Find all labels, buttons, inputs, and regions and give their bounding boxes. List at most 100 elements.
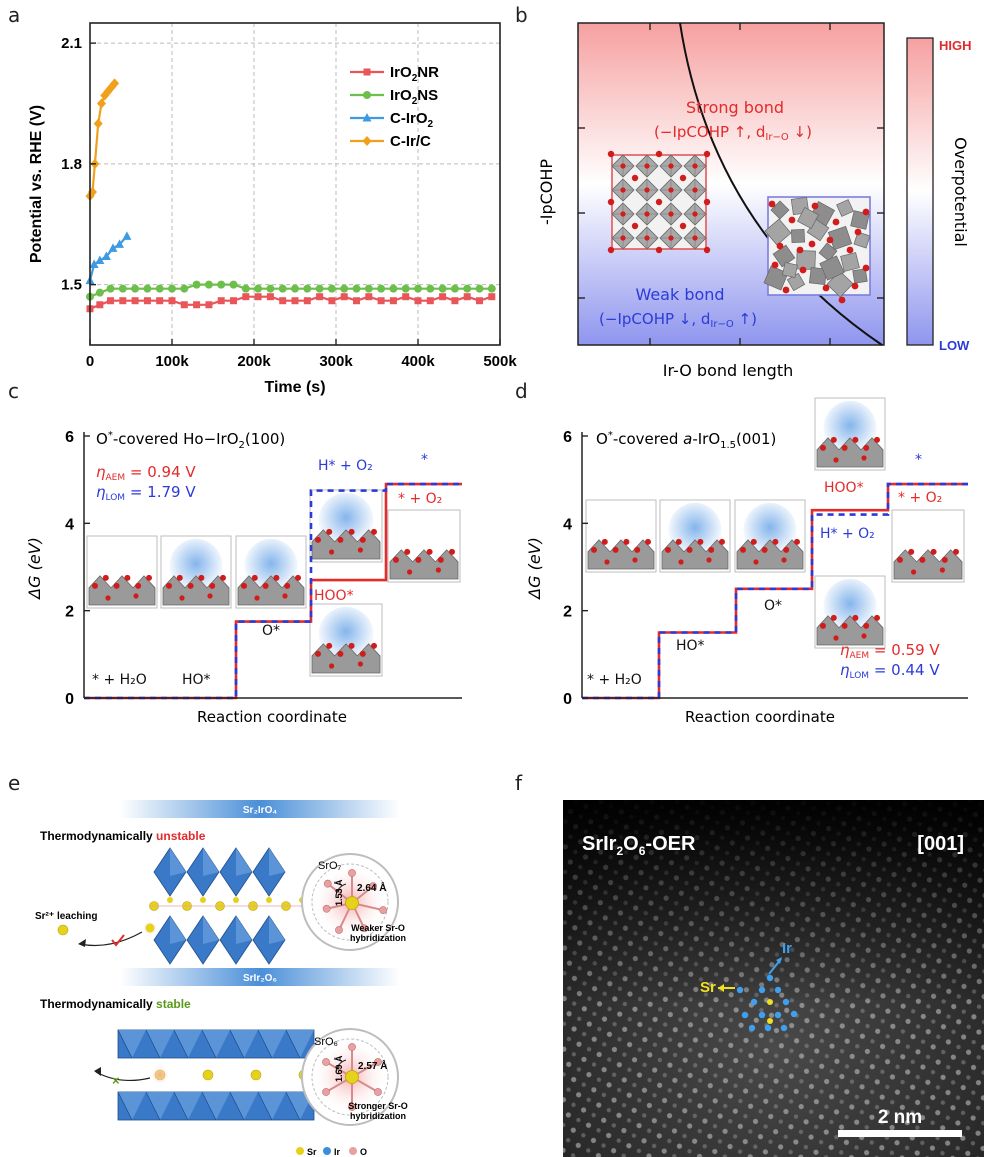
b-frame (577, 22, 885, 346)
crystal-oxygen (703, 150, 711, 158)
a-point (365, 293, 373, 301)
c-struct-o (235, 535, 307, 609)
e-leaching-label: Sr²⁺ leaching (35, 911, 98, 922)
a-point (450, 284, 459, 293)
a-point (110, 78, 120, 89)
c-step-label: * + H₂O (92, 672, 147, 688)
e-cross-mark: × (112, 1073, 120, 1088)
crystal-oxygen (679, 222, 687, 230)
d-lom-path (582, 482, 968, 700)
crystal-oxygen (644, 211, 650, 217)
f-ir-marker (774, 1011, 782, 1019)
a-ylabel: Potential vs. RHE (V) (28, 105, 45, 263)
a-point (254, 284, 263, 293)
c-struct-hoo (309, 603, 383, 677)
d-steps (582, 482, 968, 700)
e-angle-arc (335, 883, 347, 897)
a-point (266, 284, 275, 293)
a-point (156, 297, 164, 305)
crystal-oxygen (631, 174, 639, 182)
f-ir-label: Ir (782, 940, 792, 957)
a-legend: IrO2NR IrO2NS C-IrO2 C-Ir/C (350, 64, 439, 150)
c-steps (84, 482, 462, 700)
crystal-oxygen (668, 235, 674, 241)
c-step-label: O* (262, 623, 280, 639)
a-xtick-label: 300k (319, 353, 353, 370)
c-ticks: 0 2 4 6 (65, 429, 90, 708)
a-point (426, 297, 434, 305)
a-point (426, 284, 435, 293)
panel-letter-a: a (8, 3, 20, 27)
b-colorbar-high: HIGH (939, 38, 972, 53)
panel-d-energy-diagram: 0 2 4 6 ΔG (eV) Reaction coordinate O*-cove… (525, 397, 968, 726)
a-point (192, 280, 201, 289)
f-sr-marker (767, 999, 773, 1005)
c-step-label: H* + O₂ (318, 458, 373, 474)
d-eta-aem: ηAEM = 0.59 V (840, 641, 940, 661)
crystal-oxygen (668, 211, 674, 217)
a-point (487, 284, 496, 293)
a-point (95, 255, 105, 264)
a-point (204, 280, 213, 289)
a-legend-label: IrO2NS (390, 87, 438, 107)
amorph-oxygen (788, 216, 796, 224)
amorph-oxygen (851, 282, 859, 290)
e-top-structure (57, 847, 340, 965)
e-oxygen (374, 1058, 382, 1066)
e-leaching-sr (145, 923, 155, 933)
a-point (353, 297, 360, 305)
b-weak-detail: (−IpCOHP ↓, dIr−O ↑) (599, 310, 757, 330)
e-sro7-label: SrO₇ (318, 860, 342, 872)
a-point (242, 293, 250, 301)
f-tem-fade (563, 800, 984, 1000)
d-ytick-label: 2 (563, 604, 572, 621)
a-point (107, 297, 114, 305)
a-point (106, 284, 115, 293)
a-point (377, 297, 385, 305)
amorph-oxygen (826, 236, 834, 244)
crystal-oxygen (620, 163, 626, 169)
a-point (389, 297, 397, 305)
d-step-labels: * + H₂O HO* O* HOO* H* + O₂ * + O₂ * (587, 452, 942, 688)
e-oxygen (322, 1058, 330, 1066)
a-xtick-label: 500k (483, 353, 517, 370)
panel-letter-e: e (8, 771, 20, 795)
d-step-label: * (915, 452, 922, 468)
crystal-oxygen (679, 174, 687, 182)
a-point (414, 284, 422, 293)
a-legend-label: C-IrO2 (390, 110, 434, 130)
a-xtick-label: 200k (237, 353, 271, 370)
d-struct-h (814, 575, 886, 649)
a-point (439, 293, 447, 301)
a-point (254, 293, 262, 301)
a-point (95, 288, 104, 297)
e-sro6-coordination: SrO₆ 1.69 Å 2.57 Å Stronger Sr-O hybridi… (301, 1028, 408, 1126)
a-xtick-label: 0 (86, 353, 94, 370)
a-xlabel: Time (s) (264, 379, 325, 396)
e-oxygen (374, 1088, 382, 1096)
b-crystal-lattice (607, 150, 711, 254)
crystal-oxygen (655, 198, 663, 206)
a-legend-marker (362, 136, 372, 146)
e-legend-sr: Sr (307, 1147, 317, 1157)
e-sr-atom (202, 1069, 214, 1081)
d-xlabel: Reaction coordinate (685, 708, 835, 726)
amorph-oxygen (862, 208, 870, 216)
amorph-polyhedron (763, 265, 789, 291)
a-point (229, 280, 238, 289)
c-struct-ho (160, 535, 232, 609)
panel-letter-c: c (8, 379, 19, 403)
panel-letter-f: f (515, 771, 523, 795)
crystal-oxygen (607, 150, 615, 158)
a-point (168, 297, 176, 305)
e-free-sr (57, 924, 69, 936)
a-point (303, 297, 311, 305)
amorph-oxygen (838, 296, 846, 304)
e-oxygen (348, 1103, 356, 1111)
a-plot-frame (89, 22, 501, 346)
b-strong-title: Strong bond (686, 98, 784, 117)
a-point (352, 284, 361, 293)
crystal-oxygen (692, 187, 698, 193)
d-structures (585, 397, 965, 649)
